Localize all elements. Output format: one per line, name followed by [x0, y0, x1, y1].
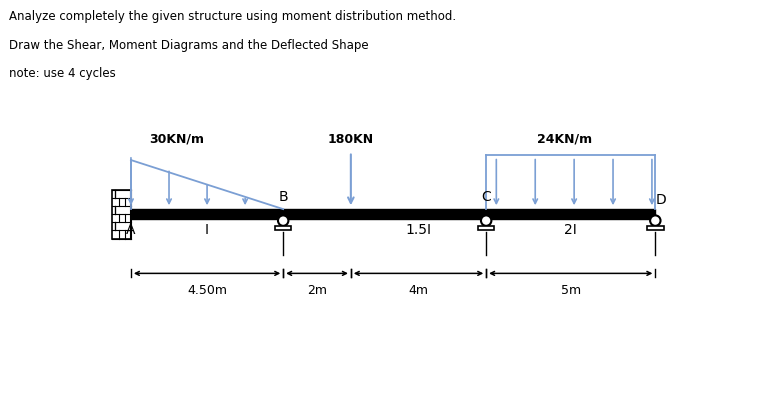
Text: A: A	[126, 223, 136, 237]
Text: Draw the Shear, Moment Diagrams and the Deflected Shape: Draw the Shear, Moment Diagrams and the …	[9, 38, 369, 51]
Text: 4m: 4m	[409, 283, 428, 296]
Circle shape	[278, 216, 288, 226]
Bar	[647, 226, 664, 230]
Bar	[275, 226, 291, 230]
Text: 5m: 5m	[561, 283, 581, 296]
Bar	[113, 190, 131, 239]
Circle shape	[481, 216, 491, 226]
Text: note: use 4 cycles: note: use 4 cycles	[9, 67, 116, 80]
Circle shape	[650, 216, 660, 226]
Bar	[478, 226, 494, 230]
Text: I: I	[205, 223, 209, 237]
Text: 30KN/m: 30KN/m	[149, 132, 204, 145]
Text: C: C	[481, 189, 491, 203]
Text: 4.50m: 4.50m	[187, 283, 227, 296]
Text: D: D	[656, 192, 667, 207]
Text: 2I: 2I	[564, 223, 577, 237]
Text: 180KN: 180KN	[328, 132, 374, 145]
Text: 2m: 2m	[307, 283, 327, 296]
Text: 24KN/m: 24KN/m	[537, 132, 592, 145]
Text: Analyze completely the given structure using moment distribution method.: Analyze completely the given structure u…	[9, 10, 456, 23]
Text: B: B	[278, 189, 288, 203]
Text: 1.5I: 1.5I	[406, 223, 431, 237]
